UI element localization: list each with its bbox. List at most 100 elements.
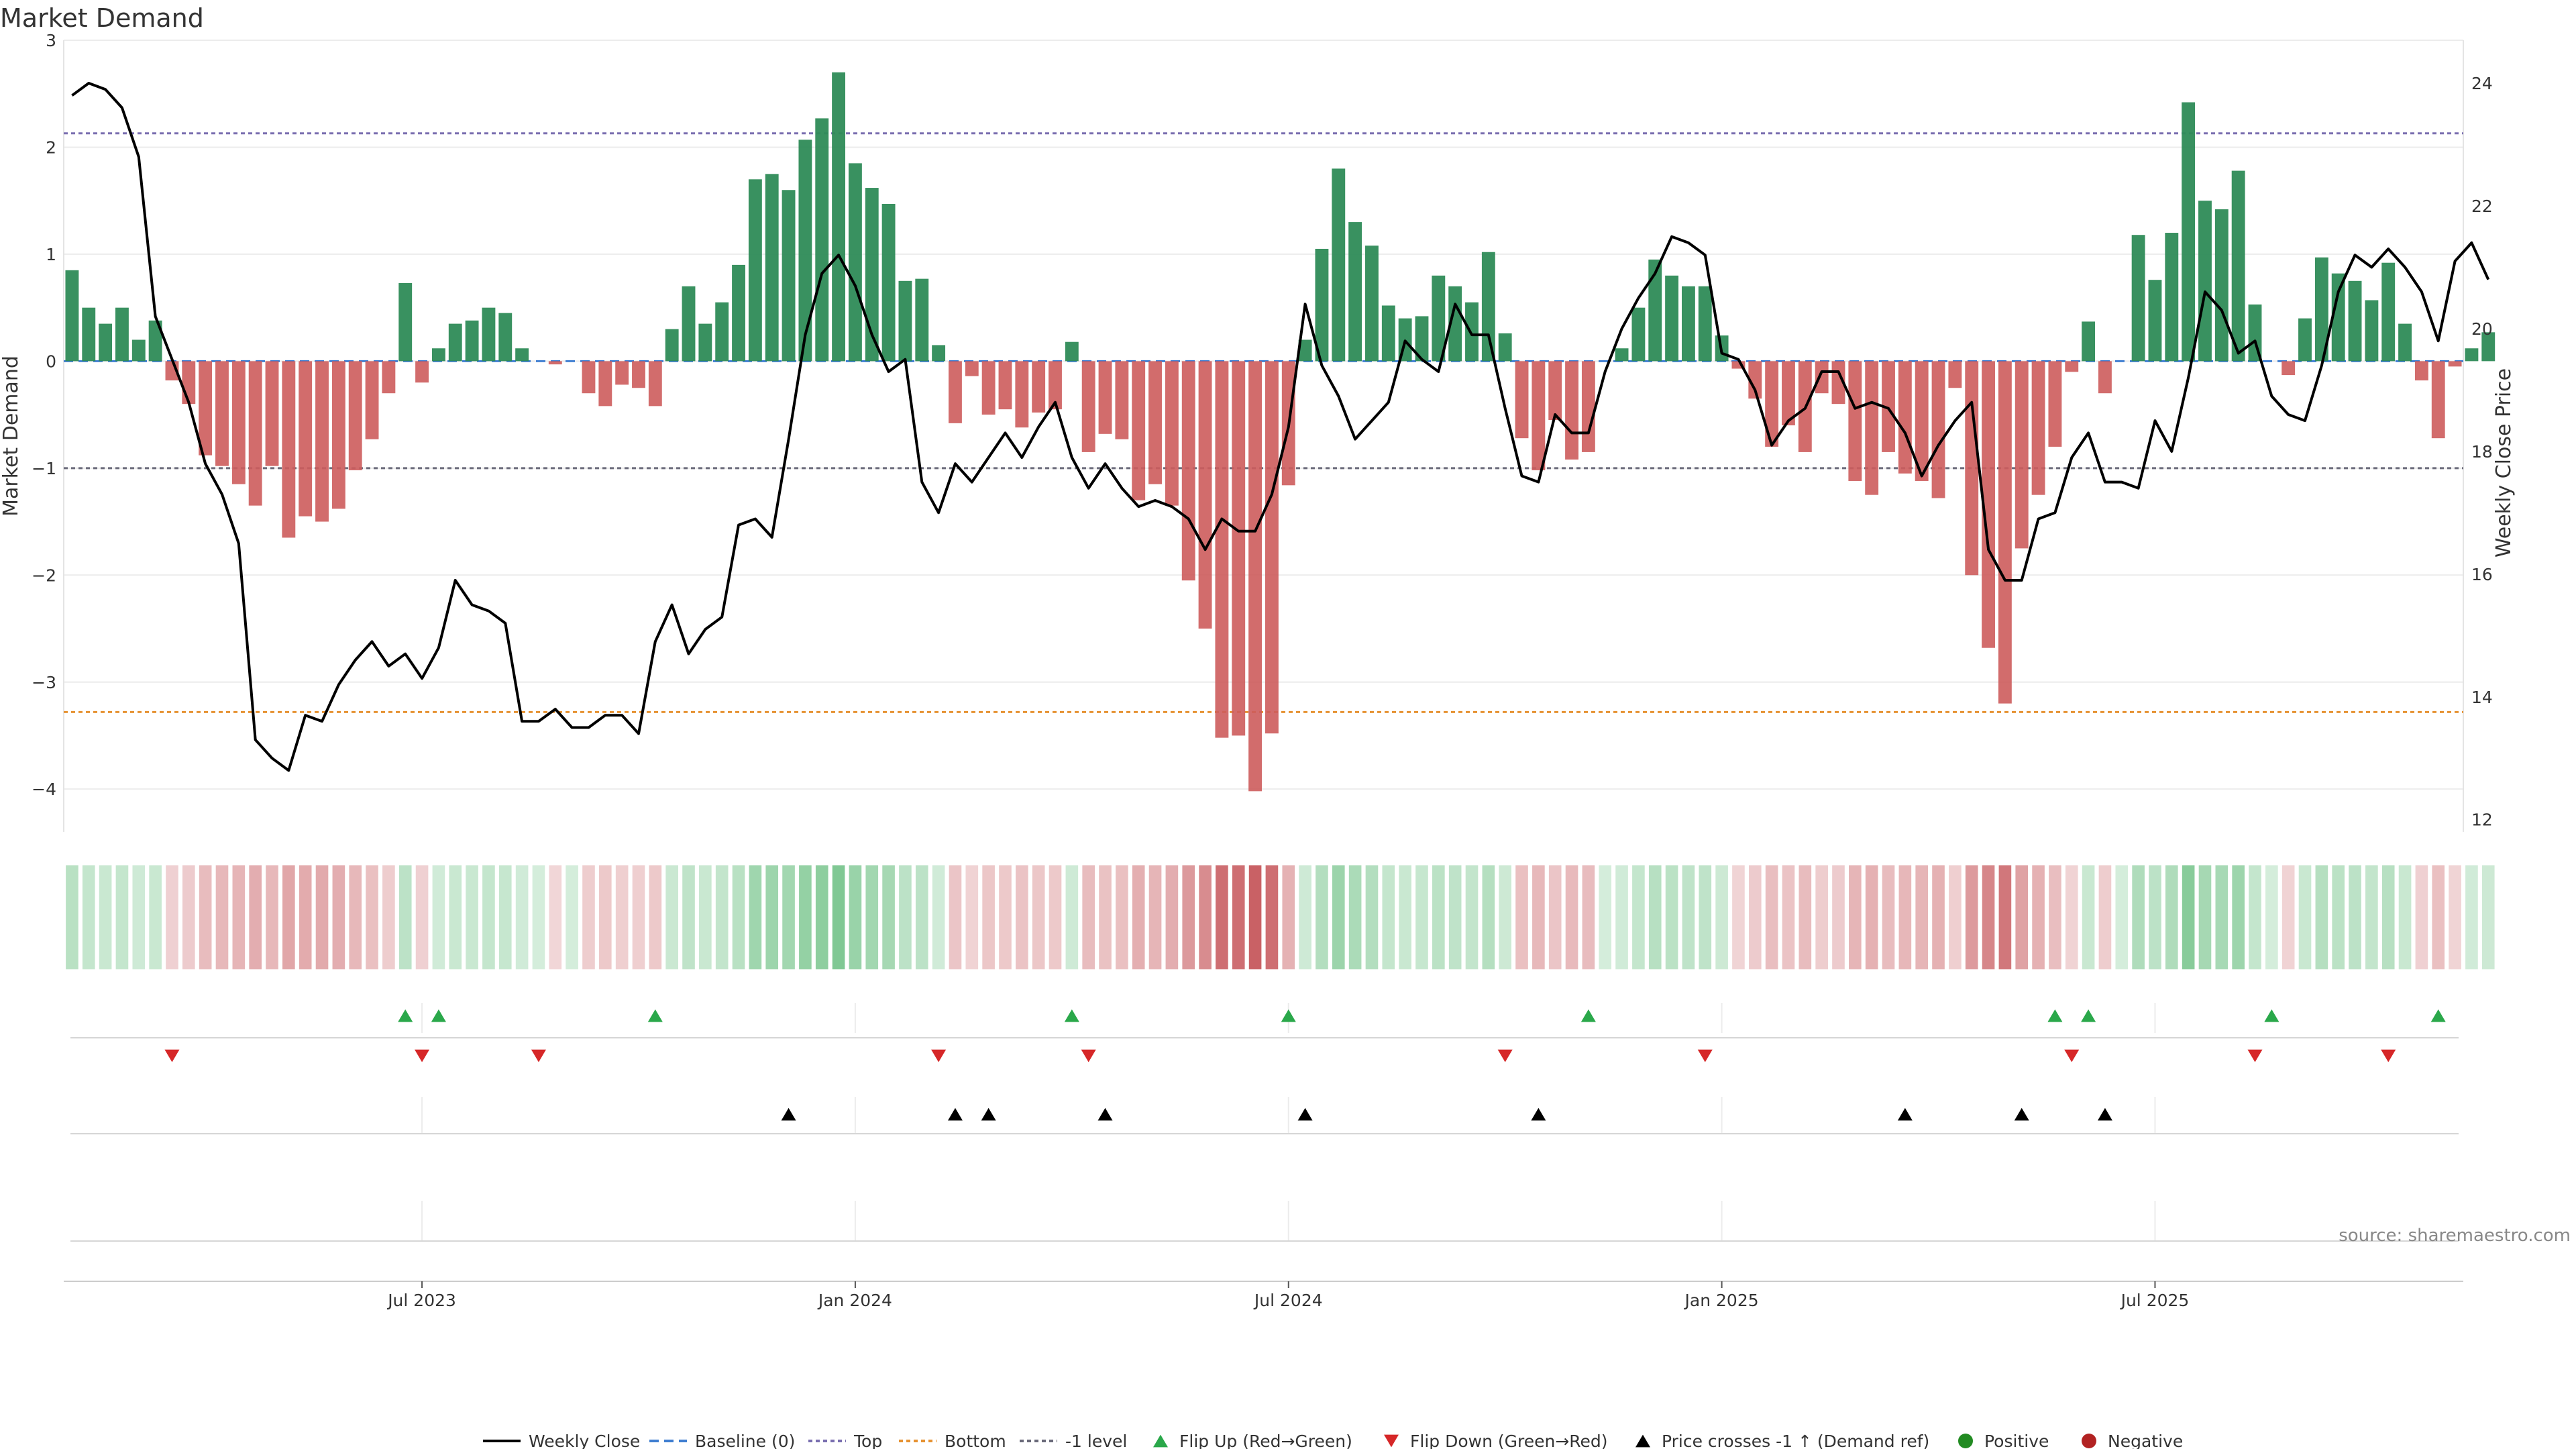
heat-cell: [66, 865, 78, 969]
heat-cell: [199, 865, 212, 969]
legend-label: Price crosses -1 ↑ (Demand ref): [1662, 1432, 1929, 1449]
heat-cell: [1915, 865, 1929, 969]
heat-cell: [2065, 865, 2078, 969]
demand-bar: [648, 361, 662, 407]
x-tick-label: Jul 2025: [2120, 1291, 2190, 1310]
right-tick-label: 12: [2471, 810, 2493, 830]
demand-bar: [815, 118, 829, 362]
demand-bar: [1815, 361, 1829, 394]
heat-cell: [1448, 865, 1462, 969]
demand-bar: [1381, 305, 1395, 362]
demand-bar: [1982, 361, 1995, 648]
heat-cell: [1832, 865, 1845, 969]
source-note: source: sharemaestro.com: [2339, 1226, 2571, 1246]
heat-cell: [1898, 865, 1912, 969]
x-tick-label: Jan 2025: [1684, 1291, 1759, 1310]
demand-bar: [2248, 304, 2262, 362]
left-tick-label: −3: [32, 673, 56, 692]
heat-cell: [999, 865, 1012, 969]
heat-cell: [2265, 865, 2278, 969]
demand-bar: [2182, 102, 2196, 362]
heat-cell: [1332, 865, 1345, 969]
demand-bar: [1515, 361, 1529, 439]
demand-bar: [82, 307, 96, 362]
legend-label: Top: [853, 1432, 882, 1449]
heat-cell: [2082, 865, 2095, 969]
heat-cell: [1316, 865, 1328, 969]
demand-bar: [482, 307, 496, 362]
price-cross-marker: [2014, 1108, 2029, 1121]
heat-cell: [398, 865, 412, 969]
demand-bar: [215, 361, 229, 466]
demand-bar: [748, 179, 762, 362]
legend-swatch: [1958, 1434, 1973, 1448]
demand-bar: [1748, 361, 1762, 399]
flip-up-marker: [2430, 1009, 2446, 1022]
demand-bar: [2165, 233, 2179, 362]
heat-cell: [2115, 865, 2129, 969]
demand-bar: [1032, 361, 1046, 413]
demand-bar: [1348, 222, 1362, 362]
heat-cell: [1882, 865, 1895, 969]
demand-bar: [981, 361, 996, 415]
demand-bar: [365, 361, 379, 439]
right-axis-ticks: 24 22 20 18 16 14 12: [2471, 74, 2493, 830]
heat-cell: [1182, 865, 1195, 969]
heat-cell: [132, 865, 146, 969]
horizontal-gridlines: [63, 40, 2464, 832]
demand-bar: [2198, 201, 2212, 362]
heat-cell: [1049, 865, 1062, 969]
demand-bar: [682, 286, 696, 362]
heat-cell: [715, 865, 729, 969]
heat-cell: [1199, 865, 1212, 969]
legend-label: Weekly Close: [529, 1432, 640, 1449]
left-tick-label: 1: [46, 245, 56, 264]
demand-bar: [348, 361, 362, 471]
demand-bar: [465, 320, 479, 362]
left-axis-ticks: 3 2 1 0 −1 −2 −3 −4: [32, 31, 56, 799]
legend-label: Flip Down (Green→Red): [1410, 1432, 1608, 1449]
heat-cell: [215, 865, 229, 969]
heat-cell: [2349, 865, 2361, 969]
event-panel-gridlines: [70, 1003, 2459, 1242]
heat-cell: [782, 865, 795, 969]
left-tick-label: −1: [32, 459, 56, 478]
demand-bar: [898, 280, 912, 362]
heat-cell: [1715, 865, 1728, 969]
heat-cell: [1998, 865, 2012, 969]
demand-bar: [732, 264, 745, 362]
heat-cell: [1949, 865, 1962, 969]
demand-bar: [115, 307, 129, 362]
heat-cell: [1965, 865, 1978, 969]
demand-bar: [2131, 235, 2145, 362]
demand-bar: [2365, 300, 2379, 362]
demand-bar: [1765, 361, 1779, 447]
demand-bar: [148, 320, 162, 362]
price-cross-marker: [1531, 1108, 1546, 1121]
demand-bar: [1882, 361, 1895, 452]
left-tick-label: 0: [46, 352, 56, 371]
heat-cell: [1232, 865, 1245, 969]
heat-cell: [815, 865, 828, 969]
demand-bar: [698, 323, 712, 362]
demand-bar: [231, 361, 246, 484]
left-axis-label: Market Demand: [0, 356, 23, 517]
demand-bar: [1298, 339, 1312, 362]
flip-down-marker: [2064, 1049, 2080, 1063]
demand-bar: [715, 302, 729, 362]
heat-cell: [1599, 865, 1612, 969]
demand-bar: [299, 361, 313, 517]
heat-cell: [2132, 865, 2145, 969]
demand-bar: [2065, 361, 2079, 372]
heat-cell: [515, 865, 529, 969]
heat-cell: [1148, 865, 1162, 969]
demand-bar: [2481, 332, 2496, 362]
demand-bar: [315, 361, 329, 522]
heat-cell: [1482, 865, 1495, 969]
right-tick-label: 24: [2471, 74, 2493, 93]
heat-cell: [2182, 865, 2195, 969]
reference-lines: [64, 132, 2463, 713]
heat-cell: [2098, 865, 2112, 969]
heat-cell: [1399, 865, 1411, 969]
